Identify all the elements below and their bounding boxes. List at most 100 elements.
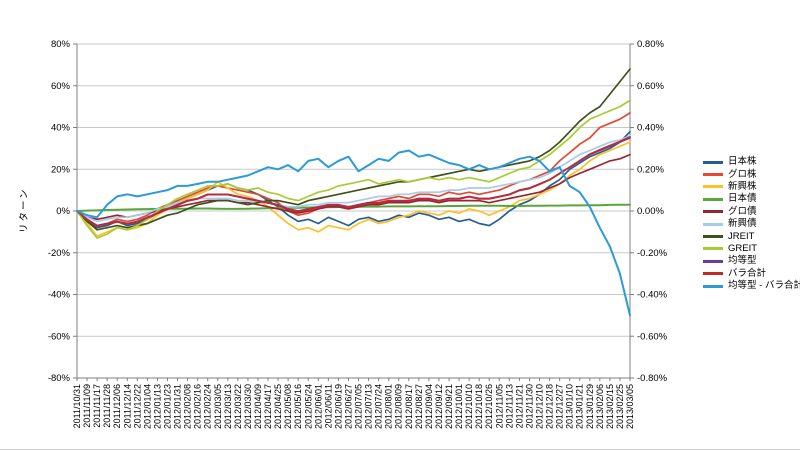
- x-axis-label: 2012/05/24: [303, 384, 313, 429]
- legend-label: バラ合計: [728, 267, 767, 279]
- y-axis-label-left: 80%: [51, 39, 71, 50]
- legend-swatch: [703, 222, 723, 226]
- y-axis-label-left: -60%: [48, 331, 71, 342]
- y-axis-label-left: -80%: [48, 373, 71, 384]
- x-axis-label: 2012/01/23: [162, 384, 172, 429]
- y-axis-label-left: -20%: [48, 248, 71, 259]
- y-axis-label-right: 0.60%: [637, 81, 664, 92]
- x-axis-label: 2012/06/19: [333, 384, 343, 429]
- x-axis-label: 2012/11/21: [514, 384, 524, 428]
- x-axis-label: 2012/10/18: [474, 384, 484, 429]
- legend-item-7: GREIT: [703, 243, 800, 255]
- x-axis-label: 2011/12/06: [112, 384, 122, 428]
- x-axis-label: 2012/07/24: [374, 384, 384, 429]
- legend-label: 日本債: [728, 193, 757, 205]
- x-axis-label: 2012/05/08: [283, 384, 293, 429]
- legend-swatch: [703, 247, 723, 251]
- x-axis-label: 2012/12/27: [555, 384, 565, 429]
- x-axis-label: 2012/11/13: [504, 384, 514, 428]
- x-axis-label: 2012/02/24: [203, 384, 213, 429]
- legend-swatch: [703, 173, 723, 177]
- x-axis-label: 2013/02/15: [605, 384, 615, 429]
- x-axis-label: 2012/02/16: [193, 384, 203, 429]
- x-axis-label: 2012/05/16: [293, 384, 303, 429]
- legend-item-2: 新興株: [703, 181, 800, 193]
- series-line-7: [76, 99, 631, 239]
- legend-swatch: [703, 160, 723, 164]
- y-axis-label-right: 0.00%: [637, 206, 664, 217]
- x-axis-label: 2012/06/11: [323, 384, 333, 428]
- y-axis-label-right: -0.80%: [637, 373, 668, 384]
- x-axis-label: 2013/01/10: [565, 384, 575, 429]
- x-axis-label: 2012/02/08: [183, 384, 193, 429]
- legend-label: グロ債: [728, 205, 757, 217]
- x-axis-label: 2012/09/04: [424, 384, 434, 429]
- y-axis-label-left: 60%: [51, 81, 71, 92]
- series-line-9: [76, 136, 631, 228]
- x-axis-label: 2013/01/29: [585, 384, 595, 429]
- x-axis-label: 2012/07/13: [364, 384, 374, 429]
- x-axis-label: 2012/01/04: [142, 384, 152, 429]
- legend-label: 均等型 - バラ合計: [728, 280, 800, 292]
- legend-label: GREIT: [728, 242, 758, 254]
- legend-item-4: グロ債: [703, 206, 800, 218]
- x-axis-label: 2012/12/18: [545, 384, 555, 429]
- x-axis-label: 2012/10/26: [484, 384, 494, 429]
- y-axis-title: リターン: [19, 187, 30, 233]
- x-axis-label: 2012/09/21: [444, 384, 454, 429]
- legend-label: グロ株: [728, 168, 757, 180]
- legend-item-6: JREIT: [703, 230, 800, 242]
- x-axis-label: 2012/04/17: [263, 384, 273, 429]
- legend: 日本株 グロ株 新興株 日本債 グロ債 新興債 JREIT GREIT 均等型 バラ合計 均等型 -…: [703, 156, 800, 292]
- x-axis-label: 2013/02/06: [595, 384, 605, 429]
- legend-swatch: [703, 284, 723, 288]
- legend-item-9: バラ合計: [703, 268, 800, 280]
- legend-swatch: [703, 197, 723, 201]
- legend-swatch: [703, 272, 723, 276]
- x-axis-label: 2012/01/13: [152, 384, 162, 429]
- x-axis-label: 2012/08/01: [384, 384, 394, 429]
- legend-item-8: 均等型: [703, 255, 800, 267]
- y-axis-label-right: 0.80%: [637, 39, 664, 50]
- x-axis-label: 2011/11/17: [92, 384, 102, 428]
- legend-label: 新興株: [728, 180, 757, 192]
- legend-item-5: 新興債: [703, 218, 800, 230]
- legend-label: 均等型: [728, 255, 757, 267]
- legend-label: JREIT: [728, 230, 755, 242]
- x-axis-label: 2012/03/30: [243, 384, 253, 429]
- x-axis-label: 2012/07/05: [354, 384, 364, 429]
- x-axis-label: 2012/09/12: [434, 384, 444, 429]
- x-axis-label: 2013/02/25: [615, 384, 625, 429]
- x-axis-label: 2011/11/28: [102, 384, 112, 428]
- x-axis-label: 2012/03/22: [233, 384, 243, 429]
- series-line-10: [76, 149, 631, 317]
- legend-item-0: 日本株: [703, 156, 800, 168]
- x-axis-label: 2012/11/05: [494, 384, 504, 428]
- y-axis-label-right: -0.60%: [637, 331, 668, 342]
- x-axis-label: 2012/06/27: [343, 384, 353, 429]
- x-axis-label: 2012/03/13: [223, 384, 233, 429]
- y-axis-label-left: -40%: [48, 290, 71, 301]
- x-axis-label: 2011/12/22: [132, 384, 142, 428]
- legend-item-3: 日本債: [703, 193, 800, 205]
- x-axis-label: 2011/11/09: [82, 384, 92, 428]
- x-axis-label: 2012/04/25: [273, 384, 283, 429]
- legend-label: 新興債: [728, 218, 757, 230]
- y-axis-label-right: -0.20%: [637, 248, 668, 259]
- x-axis-label: 2012/08/27: [414, 384, 424, 429]
- y-axis-label-right: 0.40%: [637, 123, 664, 134]
- legend-swatch: [703, 210, 723, 214]
- x-axis-label: 2011/10/31: [72, 384, 82, 428]
- x-axis-label: 2011/12/14: [122, 384, 132, 428]
- y-axis-label-left: 0%: [56, 206, 70, 217]
- y-axis-label-left: 20%: [51, 164, 71, 175]
- x-axis-label: 2012/10/10: [464, 384, 474, 429]
- x-axis-label: 2012/11/30: [524, 384, 534, 428]
- legend-item-10: 均等型 - バラ合計: [703, 280, 800, 292]
- x-axis-label: 2012/08/17: [404, 384, 414, 429]
- x-axis-label: 2012/12/10: [535, 384, 545, 429]
- x-axis-label: 2012/08/09: [394, 384, 404, 429]
- series-line-6: [76, 68, 631, 231]
